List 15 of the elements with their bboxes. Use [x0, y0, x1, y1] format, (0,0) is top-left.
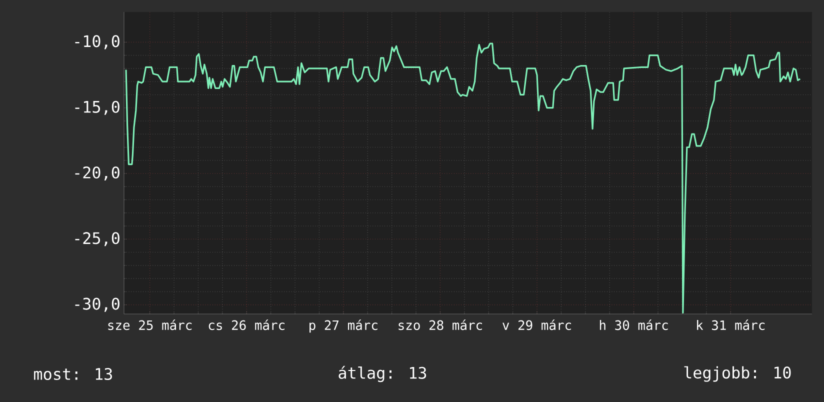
y-tick-label: -15,0: [75, 100, 120, 115]
x-tick-label: v 29 márc: [502, 320, 571, 330]
y-tick-label: -30,0: [75, 298, 120, 312]
x-tick-label: cs 26 márc: [208, 320, 285, 330]
text: most: 13: [34, 368, 112, 380]
x-tick-label: k 31 márc: [697, 320, 765, 330]
text: átlag: 13: [338, 366, 426, 382]
x-tick-label: p 27 márc: [310, 320, 378, 333]
y-tick-label: -10,0: [75, 35, 120, 50]
y-tick-label: -25,0: [75, 232, 120, 246]
text: legjobb: 10: [684, 366, 791, 382]
x-tick-label: sze 25 márc: [108, 320, 192, 330]
x-tick-label: szo 28 márc: [398, 320, 482, 330]
y-tick-label: -20,0: [75, 166, 120, 181]
x-tick-label: h 30 márc: [600, 320, 668, 330]
